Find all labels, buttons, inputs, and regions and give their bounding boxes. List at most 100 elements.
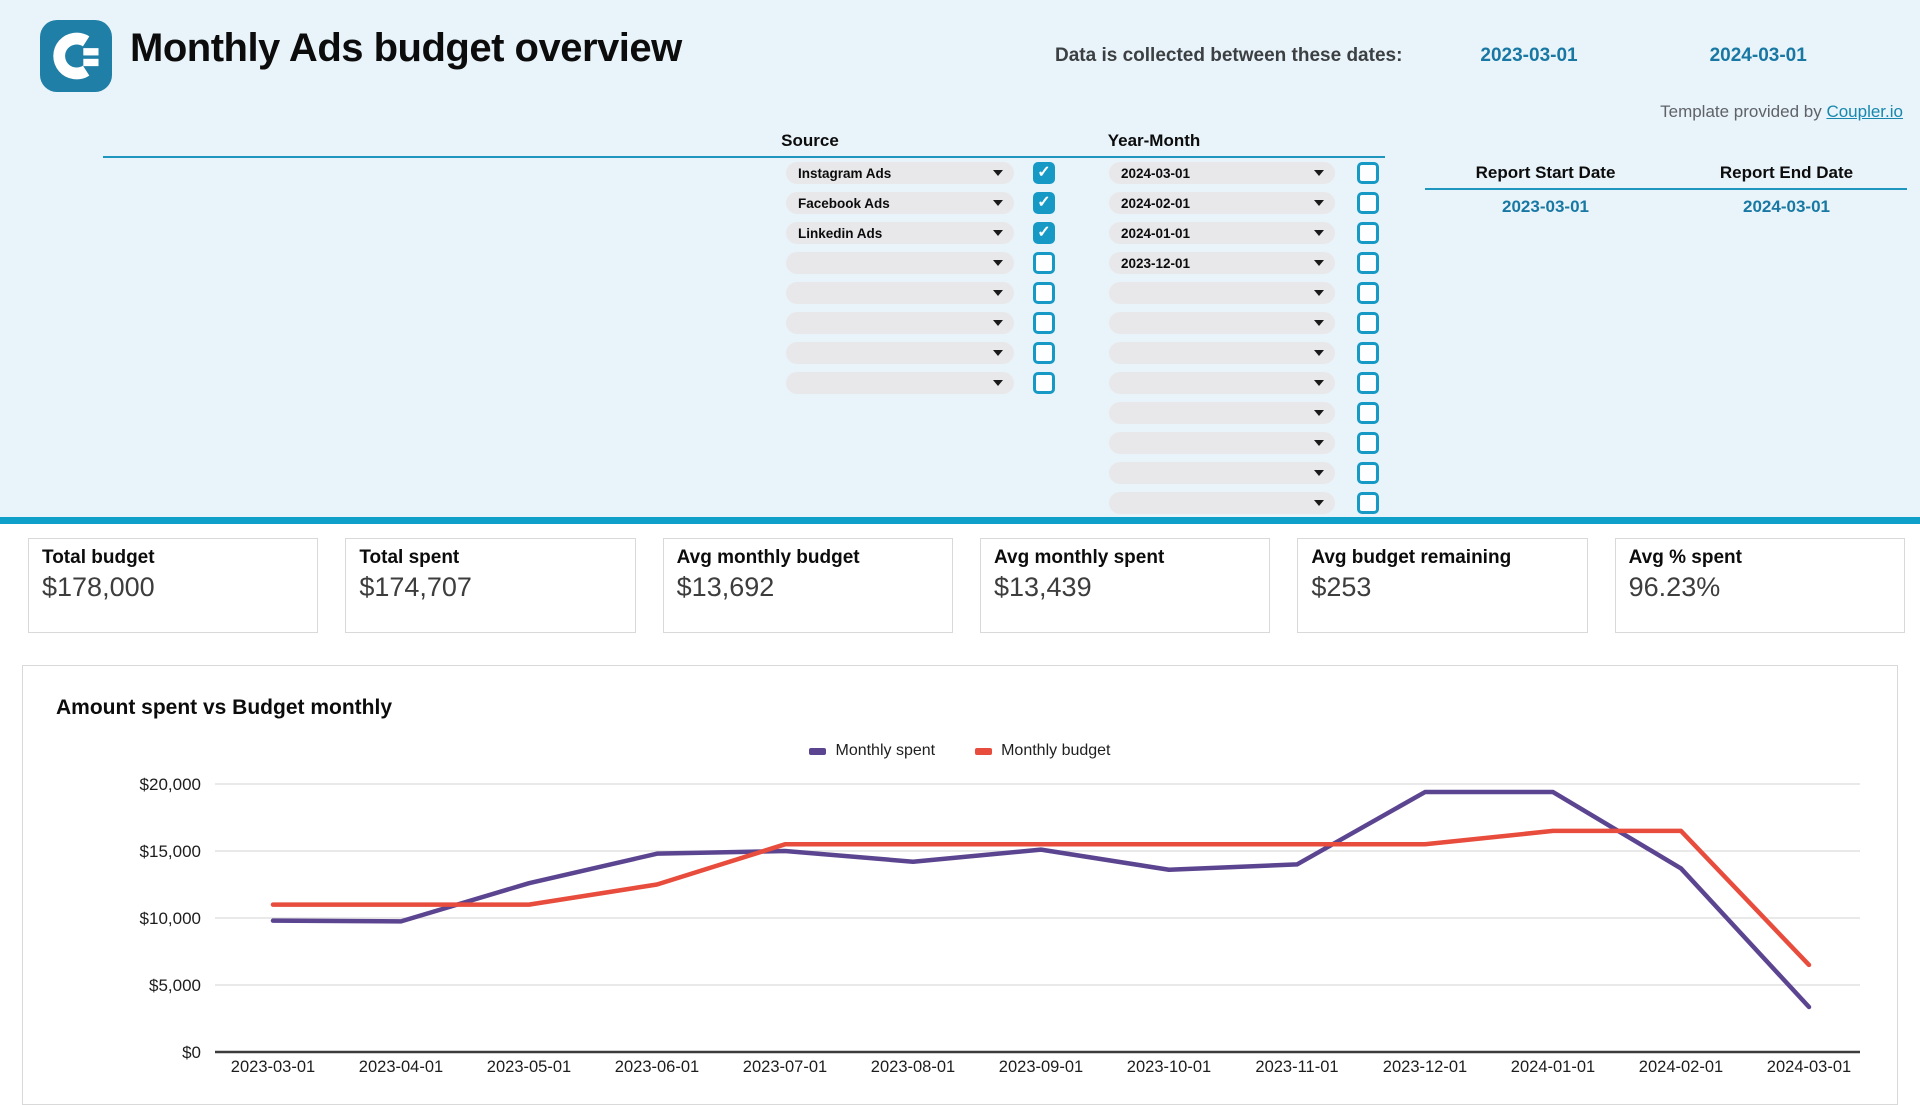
year-month-dropdown[interactable]: 2024-02-01 (1109, 192, 1335, 214)
source-dropdown[interactable] (786, 372, 1014, 394)
series-line-monthly-budget (270, 828, 1812, 968)
year-month-checkbox[interactable] (1357, 222, 1379, 244)
source-checkbox[interactable] (1033, 372, 1055, 394)
source-filter-row: Facebook Ads (786, 192, 1055, 214)
year-month-dropdown-value: 2024-03-01 (1121, 165, 1191, 181)
year-month-checkbox[interactable] (1357, 252, 1379, 274)
filters-header-underline (103, 156, 1385, 158)
year-month-dropdown[interactable] (1109, 462, 1335, 484)
report-start-date-value: 2023-03-01 (1502, 197, 1589, 216)
source-filter-list: Instagram Ads Facebook Ads Linkedin Ads (786, 162, 1055, 402)
source-checkbox[interactable] (1033, 282, 1055, 304)
year-month-filter-row (1109, 432, 1379, 454)
kpi-card: Avg monthly spent $13,439 (979, 538, 1271, 633)
year-month-checkbox[interactable] (1357, 492, 1379, 514)
year-month-dropdown[interactable] (1109, 492, 1335, 514)
year-month-dropdown[interactable]: 2023-12-01 (1109, 252, 1335, 274)
template-credit-label: Template provided by (1660, 102, 1827, 121)
kpi-card: Avg % spent 96.23% (1614, 538, 1905, 633)
year-month-checkbox[interactable] (1357, 432, 1379, 454)
year-month-dropdown[interactable] (1109, 282, 1335, 304)
source-dropdown[interactable]: Facebook Ads (786, 192, 1014, 214)
dropdown-caret-icon (993, 290, 1003, 296)
source-dropdown[interactable]: Instagram Ads (786, 162, 1014, 184)
year-month-dropdown-value: 2024-01-01 (1121, 225, 1191, 241)
year-month-dropdown[interactable] (1109, 402, 1335, 424)
year-month-checkbox[interactable] (1357, 462, 1379, 484)
x-axis-tick-label: 2023-05-01 (487, 1058, 571, 1076)
dropdown-caret-icon (1314, 230, 1324, 236)
source-checkbox[interactable] (1033, 312, 1055, 334)
source-dropdown[interactable] (786, 282, 1014, 304)
chart-title: Amount spent vs Budget monthly (56, 696, 392, 719)
x-axis-tick-label: 2024-02-01 (1639, 1058, 1723, 1076)
dropdown-caret-icon (1314, 350, 1324, 356)
source-checkbox[interactable] (1033, 192, 1055, 214)
source-checkbox[interactable] (1033, 342, 1055, 364)
header-section: Monthly Ads budget overview Data is coll… (0, 0, 1920, 517)
collected-end-date[interactable]: 2024-03-01 (1709, 45, 1807, 66)
kpi-card: Total spent $174,707 (345, 538, 636, 633)
x-axis-tick-label: 2024-03-01 (1767, 1058, 1851, 1076)
year-month-dropdown-value: 2023-12-01 (1121, 255, 1191, 271)
source-checkbox[interactable] (1033, 222, 1055, 244)
year-month-checkbox[interactable] (1357, 342, 1379, 364)
dropdown-caret-icon (993, 350, 1003, 356)
x-axis-tick-label: 2023-12-01 (1383, 1058, 1467, 1076)
source-filter-row (786, 372, 1055, 394)
template-credit: Template provided by Coupler.io (1660, 102, 1903, 122)
year-month-checkbox[interactable] (1357, 402, 1379, 424)
source-checkbox[interactable] (1033, 162, 1055, 184)
dropdown-caret-icon (993, 380, 1003, 386)
kpi-value: $13,439 (993, 572, 1092, 602)
x-axis-tick-label: 2023-09-01 (999, 1058, 1083, 1076)
coupler-link[interactable]: Coupler.io (1826, 102, 1903, 121)
year-month-filter-list: 2024-03-01 2024-02-01 2024-01-01 2023-12-01 (1109, 162, 1379, 522)
source-dropdown[interactable] (786, 252, 1014, 274)
year-month-dropdown[interactable] (1109, 312, 1335, 334)
year-month-checkbox[interactable] (1357, 312, 1379, 334)
year-month-checkbox[interactable] (1357, 282, 1379, 304)
y-axis-tick-label: $10,000 (140, 909, 201, 928)
source-dropdown[interactable]: Linkedin Ads (786, 222, 1014, 244)
kpi-card: Avg budget remaining $253 (1297, 538, 1588, 633)
year-month-dropdown[interactable] (1109, 342, 1335, 364)
dropdown-caret-icon (1314, 200, 1324, 206)
year-month-filter-row: 2023-12-01 (1109, 252, 1379, 274)
year-month-checkbox[interactable] (1357, 162, 1379, 184)
source-checkbox[interactable] (1033, 252, 1055, 274)
source-dropdown-value: Linkedin Ads (798, 225, 883, 241)
source-dropdown[interactable] (786, 312, 1014, 334)
year-month-filter-row (1109, 492, 1379, 514)
dropdown-caret-icon (1314, 440, 1324, 446)
dropdown-caret-icon (993, 230, 1003, 236)
year-month-checkbox[interactable] (1357, 372, 1379, 394)
source-filter-row (786, 312, 1055, 334)
year-month-dropdown[interactable]: 2024-01-01 (1109, 222, 1335, 244)
source-dropdown-value: Instagram Ads (798, 165, 892, 181)
dropdown-caret-icon (993, 320, 1003, 326)
kpi-label: Avg % spent (1628, 547, 1742, 568)
legend-item: Monthly spent (809, 742, 935, 760)
year-month-dropdown[interactable] (1109, 372, 1335, 394)
chart-card: Amount spent vs Budget monthly Monthly s… (22, 665, 1898, 1105)
dropdown-caret-icon (1314, 380, 1324, 386)
source-filter-row: Linkedin Ads (786, 222, 1055, 244)
year-month-filter-row (1109, 282, 1379, 304)
kpi-card: Avg monthly budget $13,692 (662, 538, 953, 633)
source-dropdown[interactable] (786, 342, 1014, 364)
section-divider (0, 517, 1920, 524)
year-month-checkbox[interactable] (1357, 192, 1379, 214)
dropdown-caret-icon (993, 170, 1003, 176)
kpi-value: $253 (1311, 572, 1372, 602)
page-title: Monthly Ads budget overview (130, 26, 682, 70)
year-month-dropdown[interactable]: 2024-03-01 (1109, 162, 1335, 184)
report-header-underline (1425, 188, 1907, 190)
year-month-dropdown[interactable] (1109, 432, 1335, 454)
collected-start-date[interactable]: 2023-03-01 (1480, 45, 1578, 66)
source-filter-row (786, 252, 1055, 274)
source-filter-row (786, 342, 1055, 364)
kpi-label: Avg budget remaining (1311, 547, 1512, 568)
kpi-value: $13,692 (676, 572, 775, 602)
dropdown-caret-icon (1314, 320, 1324, 326)
